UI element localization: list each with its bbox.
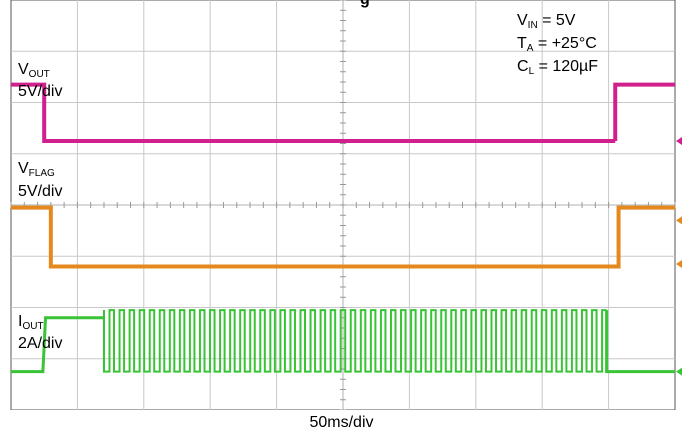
vout-scale: 5V/div bbox=[18, 83, 63, 100]
channel-marker bbox=[676, 367, 682, 376]
iout-label: IOUT bbox=[18, 313, 44, 332]
grid bbox=[10, 0, 676, 410]
condition-cl: CL = 120µF bbox=[517, 58, 599, 77]
vout-label: VOUT bbox=[18, 61, 50, 80]
vout-trace bbox=[11, 82, 616, 143]
channel-markers bbox=[676, 136, 682, 376]
channel-marker bbox=[676, 136, 682, 145]
iout-scale: 2A/div bbox=[18, 335, 63, 352]
timebase-label: 50ms/div bbox=[309, 414, 374, 431]
scope-plot bbox=[10, 0, 682, 410]
title-fragment: g bbox=[360, 0, 370, 9]
condition-vin: VIN = 5V bbox=[517, 12, 576, 31]
channel-marker bbox=[676, 216, 682, 225]
iout-trace-tail bbox=[605, 310, 675, 374]
channel-marker bbox=[676, 259, 682, 268]
traces bbox=[11, 82, 675, 374]
vout-trace-tail bbox=[613, 82, 675, 141]
vflag-scale: 5V/div bbox=[18, 183, 63, 200]
vflag-trace bbox=[11, 205, 675, 269]
iout-pulse-train bbox=[102, 309, 607, 373]
iout-trace-ramp bbox=[11, 316, 104, 374]
condition-ta: TA = +25°C bbox=[517, 35, 597, 54]
vflag-label: VFLAG bbox=[18, 160, 55, 179]
